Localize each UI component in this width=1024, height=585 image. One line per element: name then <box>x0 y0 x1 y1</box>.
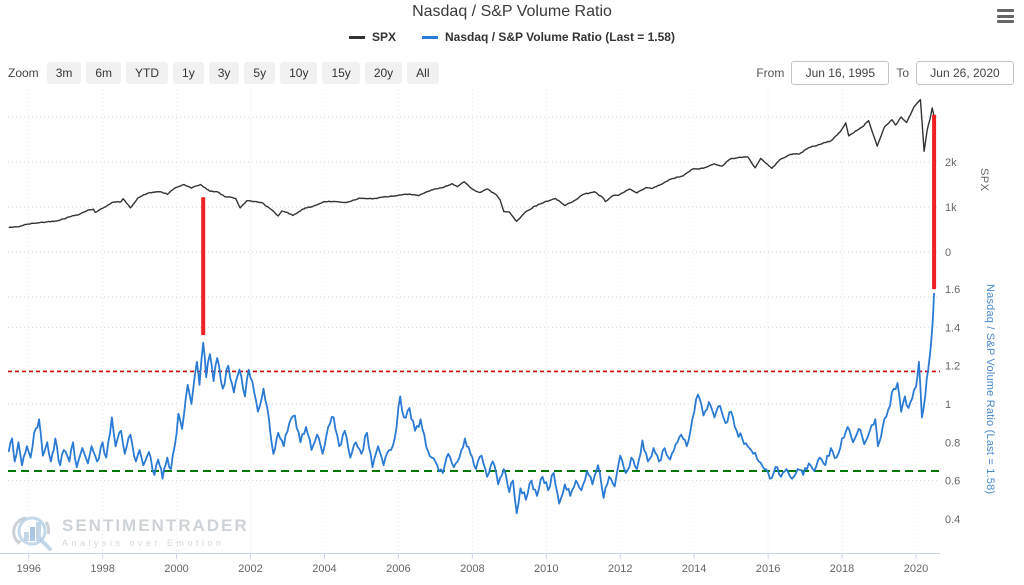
ratio-axis-tick-label: 0.8 <box>945 437 960 449</box>
x-axis-label: 1998 <box>90 563 114 575</box>
spx-axis-title: SPX <box>978 168 990 192</box>
x-axis-label: 2016 <box>756 563 780 575</box>
watermark-brand: SENTIMENTRADER <box>62 516 249 535</box>
x-axis-label: 2018 <box>830 563 854 575</box>
x-axis-label: 1996 <box>16 563 40 575</box>
sentimentrader-logo-icon <box>12 516 52 551</box>
range-button-1y[interactable]: 1y <box>173 62 204 84</box>
date-range-group: From To <box>749 61 1014 85</box>
ratio-line <box>7 292 935 515</box>
x-axis-label: 2004 <box>312 563 336 575</box>
to-date-input[interactable] <box>916 61 1014 85</box>
zoom-label: Zoom <box>8 66 39 80</box>
hamburger-bar <box>997 14 1014 18</box>
range-button-ytd[interactable]: YTD <box>126 62 169 84</box>
ratio-axis-tick-label: 0.4 <box>945 514 960 526</box>
sentimentrader-watermark: SENTIMENTRADER Analysis over Emotion <box>12 512 249 552</box>
x-axis-label: 2020 <box>904 563 928 575</box>
ratio-axis-title: Nasdaq / S&P Volume Ratio (Last = 1.58) <box>984 284 996 495</box>
ratio-axis-tick-label: 1.2 <box>945 361 960 373</box>
spx-line <box>8 98 935 229</box>
range-buttons-group: 3m 6m YTD 1y 3y 5y 10y 15y 20y All <box>46 62 444 84</box>
spx-axis-tick-label: 2k <box>945 157 957 169</box>
watermark-tagline: Analysis over Emotion <box>62 538 225 548</box>
x-axis-label: 2014 <box>682 563 706 575</box>
x-axis-label: 2006 <box>386 563 410 575</box>
range-button-all[interactable]: All <box>407 62 439 84</box>
ratio-axis-tick-label: 1.6 <box>945 284 960 296</box>
x-axis-label: 2002 <box>238 563 262 575</box>
legend-label: Nasdaq / S&P Volume Ratio (Last = 1.58) <box>445 30 675 44</box>
hamburger-menu-icon[interactable] <box>997 9 1014 23</box>
legend-marker <box>422 35 439 39</box>
hamburger-bar <box>997 20 1014 23</box>
legend-item-ratio[interactable]: Nasdaq / S&P Volume Ratio (Last = 1.58) <box>422 30 675 44</box>
hamburger-bar <box>997 9 1014 12</box>
legend-item-spx[interactable]: SPX <box>349 30 396 44</box>
range-button-6m[interactable]: 6m <box>86 62 122 84</box>
range-button-10y[interactable]: 10y <box>280 62 318 84</box>
watermark-text: SENTIMENTRADER Analysis over Emotion <box>62 516 249 548</box>
legend-label: SPX <box>372 30 397 44</box>
range-button-20y[interactable]: 20y <box>364 62 403 84</box>
to-label: To <box>896 66 909 80</box>
x-axis-label: 2008 <box>460 563 484 575</box>
from-label: From <box>756 66 785 80</box>
range-button-5y[interactable]: 5y <box>244 62 276 84</box>
x-axis-label: 2012 <box>608 563 632 575</box>
ratio-axis-tick-label: 1.4 <box>945 322 960 334</box>
ratio-axis-tick-label: 0.6 <box>945 476 960 488</box>
legend: SPX Nasdaq / S&P Volume Ratio (Last = 1.5… <box>0 30 1024 44</box>
ratio-axis-tick-label: 1 <box>945 399 951 411</box>
x-axis-label: 2010 <box>534 563 558 575</box>
from-date-input[interactable] <box>791 61 890 85</box>
legend-marker <box>349 35 365 39</box>
spx-axis-tick-label: 0 <box>945 247 951 259</box>
page-title: Nasdaq / S&P Volume Ratio <box>412 3 612 20</box>
range-button-3m[interactable]: 3m <box>46 62 82 84</box>
range-button-15y[interactable]: 15y <box>322 62 360 84</box>
range-button-3y[interactable]: 3y <box>208 62 240 84</box>
spx-axis-tick-label: 1k <box>945 202 957 214</box>
x-axis-label: 2000 <box>164 563 188 575</box>
